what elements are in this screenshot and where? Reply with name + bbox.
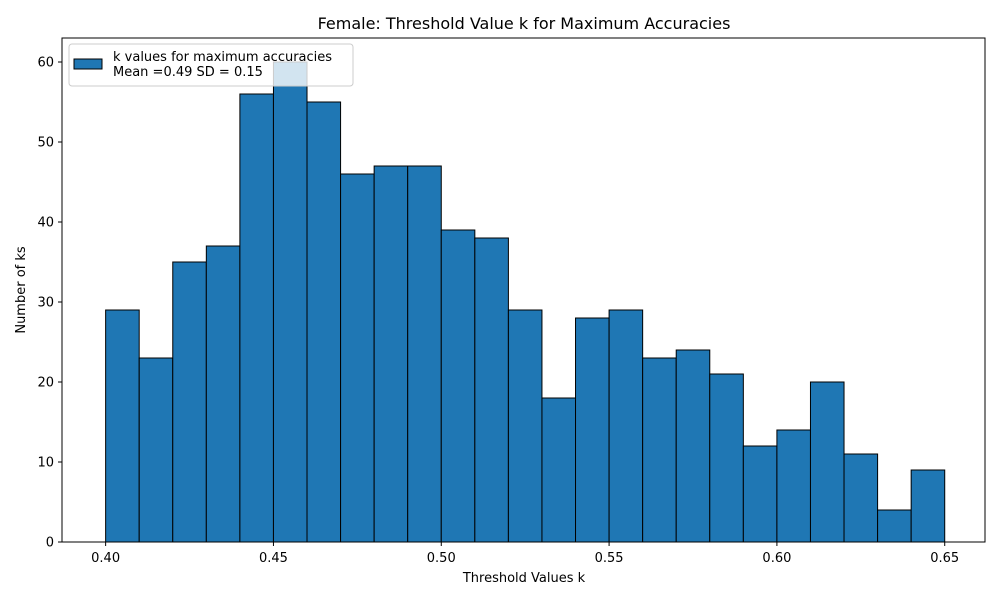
x-axis-ticks: 0.40 0.45 0.50 0.55 0.60 0.65 <box>91 542 959 566</box>
bars-group <box>105 61 946 543</box>
histogram-bar <box>172 261 207 543</box>
histogram-bar <box>440 229 476 543</box>
histogram-bar <box>776 429 811 543</box>
histogram-bar <box>105 309 140 543</box>
legend: k values for maximum accuracies Mean =0.… <box>68 43 354 87</box>
histogram-bar <box>373 165 409 543</box>
histogram-bar <box>205 245 241 543</box>
histogram-bar <box>272 61 308 543</box>
y-tick-label: 10 <box>37 456 54 471</box>
y-tick-label: 40 <box>37 216 54 231</box>
histogram-bar <box>910 469 946 543</box>
y-tick-label: 0 <box>46 536 54 551</box>
x-tick-label: 0.45 <box>259 551 288 566</box>
histogram-bar <box>474 237 509 543</box>
y-axis-ticks: 0 10 20 30 40 50 60 <box>37 56 62 551</box>
histogram-bar <box>306 101 342 543</box>
x-tick-label: 0.60 <box>762 551 791 566</box>
histogram-bar <box>138 357 174 543</box>
plot-frame <box>61 37 986 543</box>
histogram-bar <box>239 93 274 543</box>
histogram-bar <box>742 445 778 543</box>
x-tick-label: 0.65 <box>930 551 959 566</box>
histogram-bar <box>675 349 711 543</box>
y-tick-label: 50 <box>37 136 54 151</box>
x-tick-label: 0.40 <box>91 551 120 566</box>
histogram-bar <box>608 309 644 543</box>
legend-label-line2: Mean =0.49 SD = 0.15 <box>113 65 263 80</box>
y-axis-label: Number of ks <box>14 246 29 334</box>
chart-title: Female: Threshold Value k for Maximum Ac… <box>318 14 731 33</box>
histogram-bar <box>541 397 577 543</box>
histogram-bar <box>843 453 879 543</box>
y-tick-label: 20 <box>37 376 54 391</box>
x-tick-label: 0.55 <box>595 551 624 566</box>
histogram-bar <box>407 165 442 543</box>
legend-swatch <box>73 58 103 70</box>
legend-label-line1: k values for maximum accuracies <box>113 50 332 65</box>
histogram-bar <box>340 173 375 543</box>
y-tick-label: 30 <box>37 296 54 311</box>
y-tick-label: 60 <box>37 56 54 71</box>
histogram-bar <box>575 317 610 543</box>
histogram-bar <box>809 381 845 543</box>
x-axis-label: Threshold Values k <box>462 571 586 586</box>
histogram-bar <box>877 509 912 543</box>
histogram-bar <box>642 357 677 543</box>
histogram-bar <box>709 373 744 543</box>
legend-box <box>68 43 354 87</box>
x-tick-label: 0.50 <box>427 551 456 566</box>
histogram-bar <box>507 309 543 543</box>
